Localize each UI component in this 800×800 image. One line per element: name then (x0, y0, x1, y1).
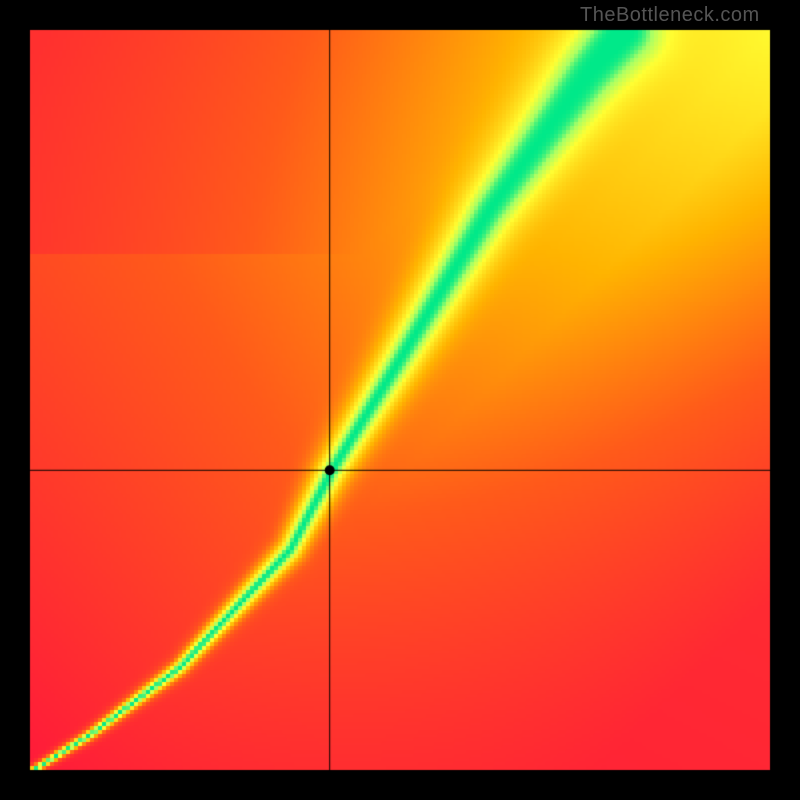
watermark-text: TheBottleneck.com (580, 4, 760, 27)
chart-container: TheBottleneck.com (0, 0, 800, 800)
heatmap-canvas (0, 0, 800, 800)
